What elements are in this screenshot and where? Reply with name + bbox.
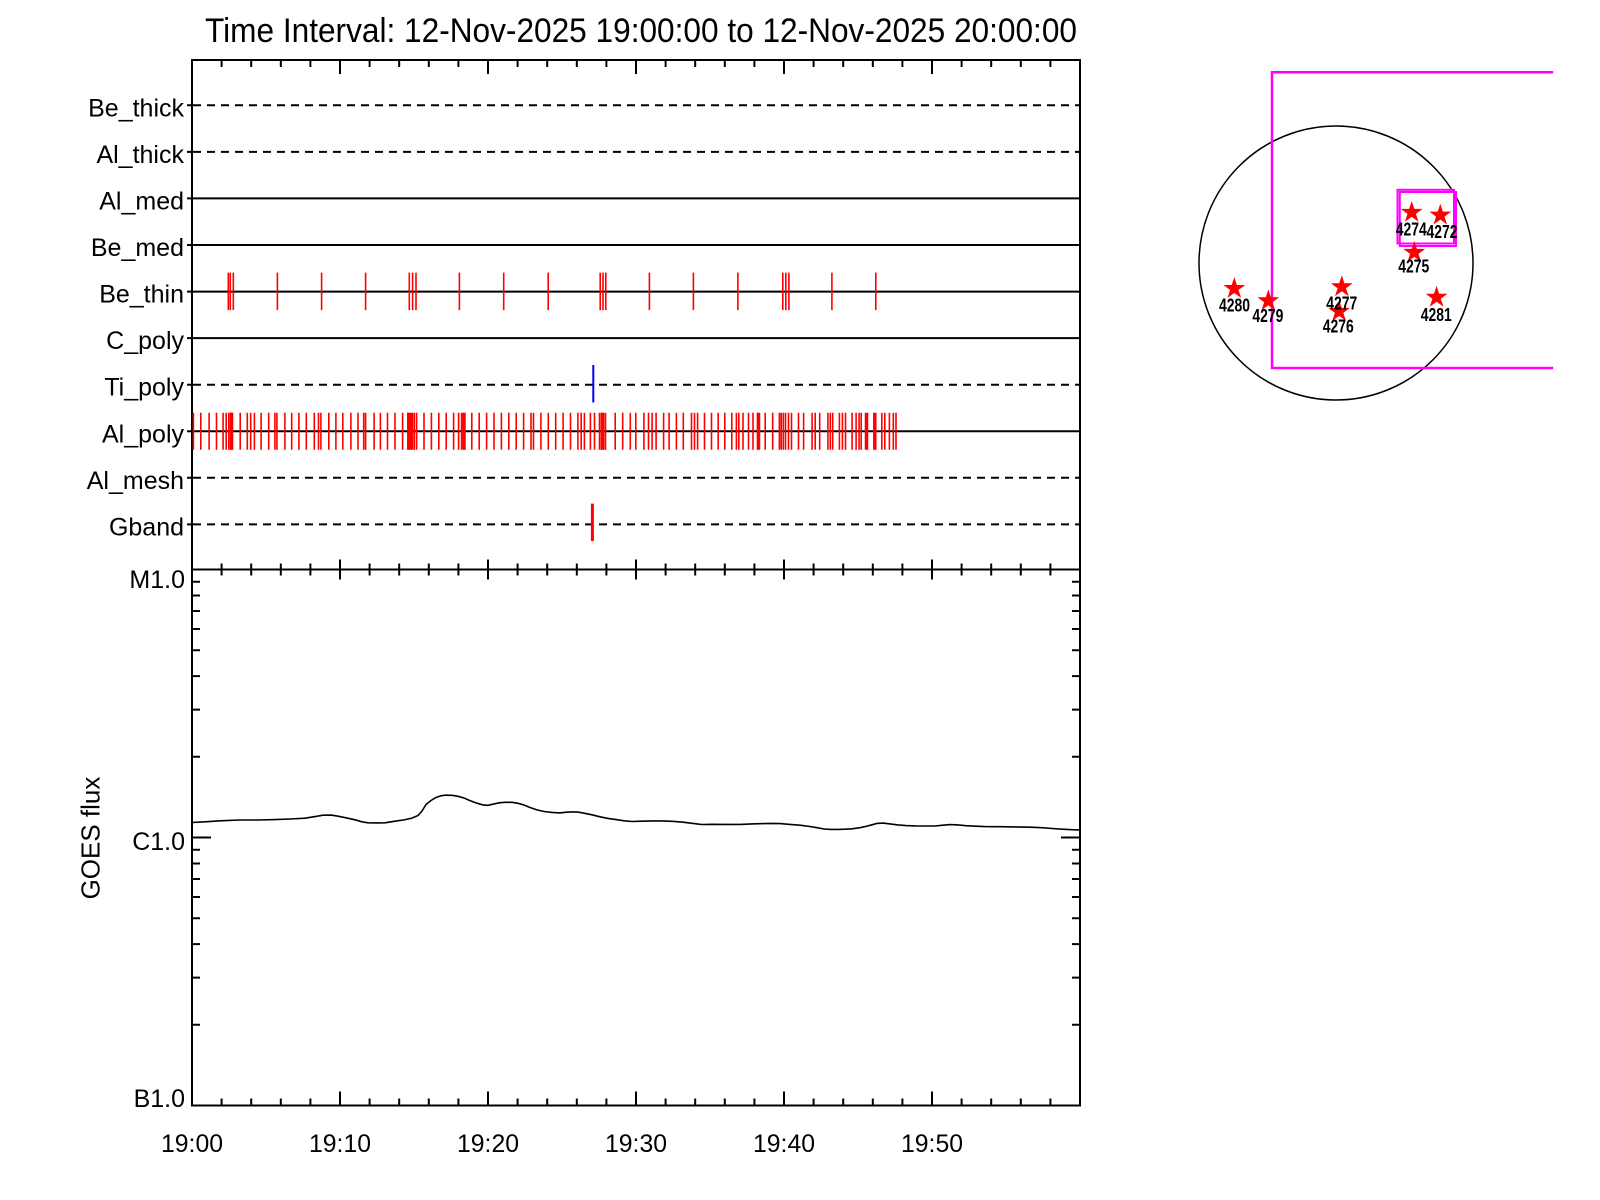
svg-text:4281: 4281 [1421,305,1452,325]
svg-text:C_poly: C_poly [106,327,184,355]
svg-text:4277: 4277 [1326,293,1357,313]
svg-text:4276: 4276 [1323,317,1354,337]
svg-text:M1.0: M1.0 [129,566,185,594]
svg-text:C1.0: C1.0 [132,828,185,856]
svg-text:Gband: Gband [109,513,184,541]
svg-text:Al_thick: Al_thick [96,141,184,169]
svg-text:Al_mesh: Al_mesh [87,467,184,495]
svg-text:Be_thin: Be_thin [99,281,184,309]
svg-text:19:20: 19:20 [457,1130,519,1158]
svg-text:Be_med: Be_med [91,234,184,262]
svg-text:4274: 4274 [1396,220,1427,240]
svg-text:4279: 4279 [1252,306,1283,326]
svg-text:GOES flux: GOES flux [76,777,106,900]
svg-text:19:50: 19:50 [901,1130,963,1158]
svg-text:19:10: 19:10 [309,1130,371,1158]
svg-text:4275: 4275 [1398,257,1429,277]
svg-text:19:00: 19:00 [161,1130,223,1158]
svg-text:Al_poly: Al_poly [102,420,184,448]
svg-text:B1.0: B1.0 [134,1085,185,1113]
svg-text:4280: 4280 [1219,296,1250,316]
svg-text:Time Interval: 12-Nov-2025 19:: Time Interval: 12-Nov-2025 19:00:00 to 1… [205,12,1077,50]
svg-text:Be_thick: Be_thick [88,94,184,122]
svg-text:Ti_poly: Ti_poly [104,374,184,402]
svg-text:4272: 4272 [1427,222,1458,242]
svg-text:19:30: 19:30 [605,1130,667,1158]
svg-text:19:40: 19:40 [753,1130,815,1158]
svg-text:Al_med: Al_med [99,187,184,215]
